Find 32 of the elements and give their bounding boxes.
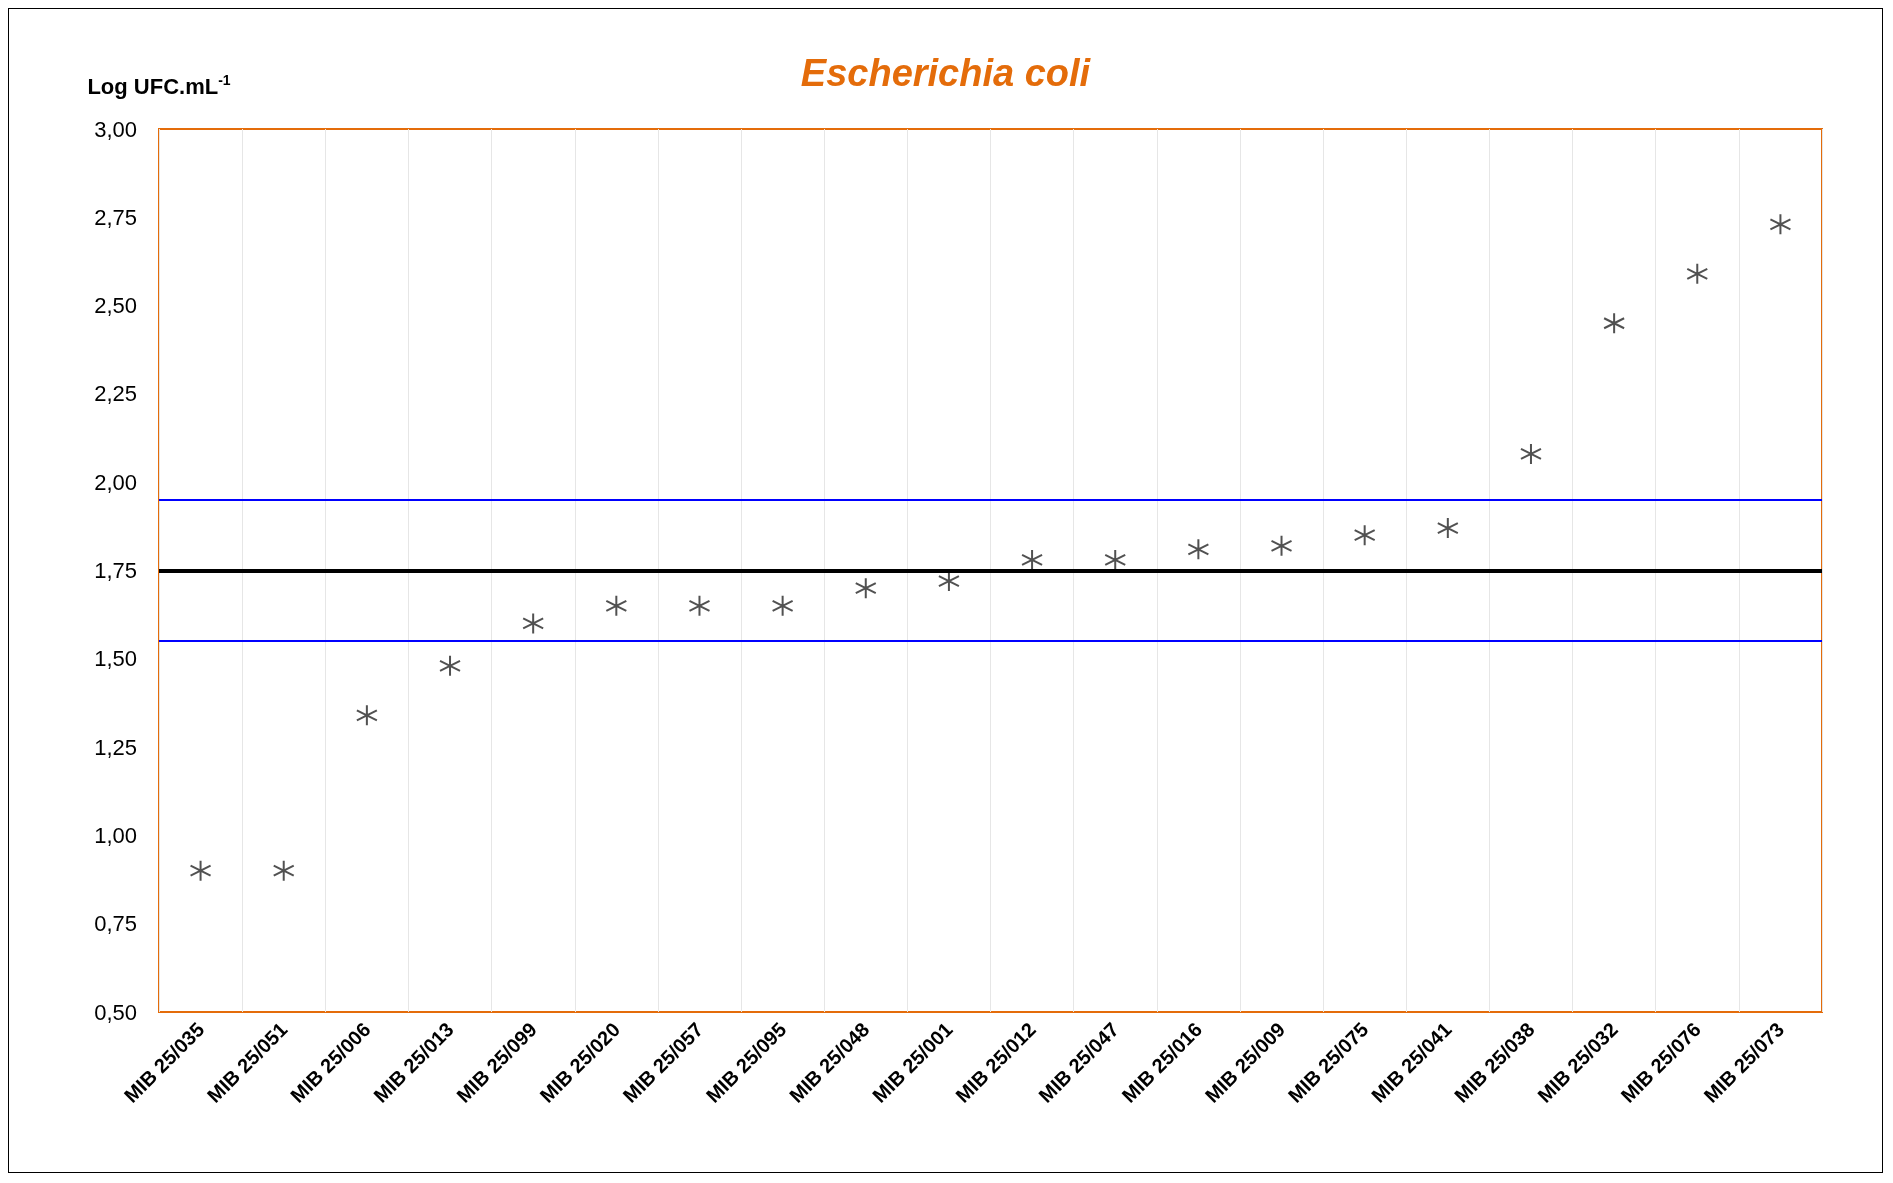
y-tick-label: 1,75 [94, 558, 137, 583]
point [1021, 548, 1044, 571]
point [605, 594, 628, 617]
point [1603, 312, 1626, 335]
point [355, 704, 378, 727]
point [937, 570, 960, 593]
y-tick-label: 2,75 [94, 204, 137, 230]
point [1104, 548, 1127, 571]
point [1436, 517, 1459, 540]
y-tick-label: 1,50 [94, 646, 137, 672]
y-tick-label: 2,25 [94, 381, 137, 407]
point [189, 859, 212, 882]
point [1187, 538, 1210, 561]
point [272, 859, 295, 882]
point [522, 612, 545, 635]
point [771, 594, 794, 617]
point [439, 654, 462, 677]
y-tick-label: 3,00 [94, 116, 137, 142]
point [688, 594, 711, 617]
point [1686, 262, 1709, 285]
point [1769, 213, 1792, 236]
y-tick-label: 0,75 [94, 911, 137, 937]
y-tick-label: 2,00 [94, 469, 137, 495]
point [1353, 524, 1376, 547]
y-tick-label: 2,50 [94, 293, 137, 319]
chart-title: Escherichia coli [800, 52, 1092, 94]
y-tick-label: 1,25 [94, 734, 137, 760]
point [1519, 442, 1542, 465]
y-tick-label: 1,00 [94, 822, 137, 848]
point [854, 577, 877, 600]
point [1270, 534, 1293, 557]
y-tick-label: 0,50 [94, 999, 137, 1025]
